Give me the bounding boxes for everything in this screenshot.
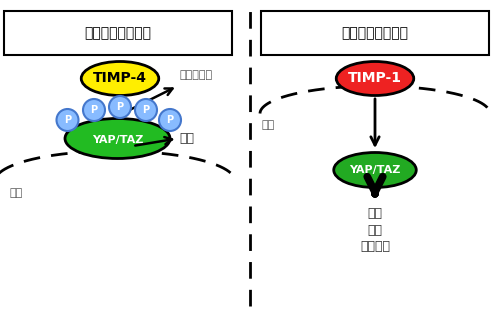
Ellipse shape [135,99,157,121]
Text: 遊走: 遊走 [368,224,382,236]
Ellipse shape [56,109,78,131]
Text: 予後不良: 予後不良 [360,240,390,253]
Text: P: P [116,102,123,112]
Text: P: P [64,115,71,125]
Text: 脱分化型脂肪肉腫: 脱分化型脂肪肉腫 [342,26,408,40]
Text: 細胞質局在: 細胞質局在 [180,70,213,80]
Text: P: P [142,105,150,115]
Text: 増殖: 増殖 [368,207,382,220]
Text: P: P [90,105,98,115]
Ellipse shape [159,109,181,131]
Ellipse shape [65,118,170,159]
Text: 核内: 核内 [261,120,274,130]
Text: 高分化型脂肪肉腫: 高分化型脂肪肉腫 [84,26,151,40]
Text: 分解: 分解 [179,132,194,145]
FancyBboxPatch shape [261,11,488,55]
Ellipse shape [109,96,131,118]
Ellipse shape [334,152,416,188]
Ellipse shape [336,62,414,95]
Text: 核内: 核内 [9,188,22,198]
Text: P: P [166,115,173,125]
Text: YAP/TAZ: YAP/TAZ [350,165,401,175]
Ellipse shape [81,62,159,95]
Text: YAP/TAZ: YAP/TAZ [92,134,143,145]
FancyBboxPatch shape [4,11,232,55]
Text: TIMP-4: TIMP-4 [93,72,147,86]
Text: TIMP-1: TIMP-1 [348,72,402,86]
Ellipse shape [83,99,105,121]
